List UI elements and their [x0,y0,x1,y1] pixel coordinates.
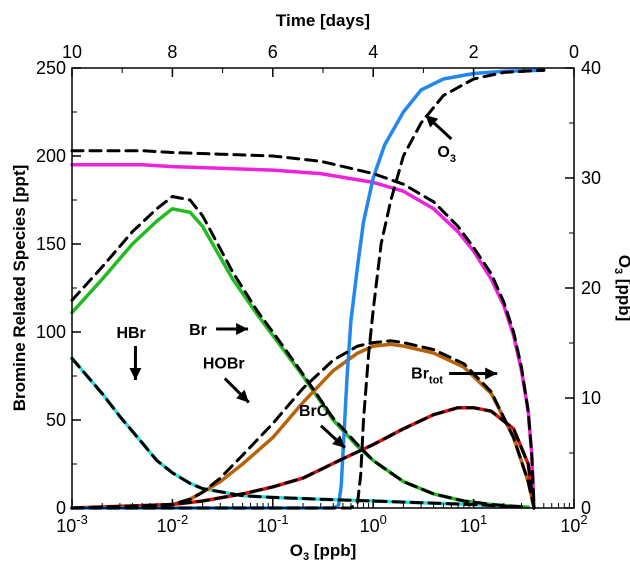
bottom-axis-tick-label-5: 102 [560,512,587,536]
top-axis-tick-label-4: 2 [469,42,479,62]
right-axis-title-sub: 3 [612,268,624,274]
arrow-hbr [129,346,142,380]
right-axis-title: O3 [ppb] [612,255,630,322]
arrow-br-tot [449,367,498,380]
left-axis-tick-label-3: 150 [36,234,66,254]
bottom-axis-tick-label-0: 10-3 [56,512,88,536]
annotation-bro: BrO [299,403,329,420]
series-bro [70,405,536,510]
series-hbr-model [70,356,523,509]
series-hbr [70,356,524,509]
bottom-axis-tick-label-4: 101 [460,512,487,536]
left-axis-tick-label-5: 250 [36,58,66,78]
top-axis-tick-label-1: 8 [167,42,177,62]
series-br [70,207,530,509]
bottom-axis-title: O3 [ppb] [290,541,357,563]
annotation-o3: O3 [437,144,456,165]
left-axis-title: Bromine Related Species [ppt] [10,165,29,412]
top-axis-tick-label-5: 0 [569,42,579,62]
right-axis-tick-label-1: 10 [581,388,601,408]
series-br-tot-model [70,149,536,510]
series-br-tot [70,163,536,510]
arrow-br [216,323,249,335]
right-axis-tick-label-0: 0 [581,498,591,518]
bottom-axis-tick-label-1: 10-2 [157,512,189,536]
ticks-layer [71,67,575,509]
annotation-hobr: HOBr [203,355,245,372]
arrow-o3 [424,113,453,141]
series-hobr-model [70,339,536,510]
right-axis-tick-label-3: 30 [581,168,601,188]
right-axis-tick-label-2: 20 [581,278,601,298]
annotation-layer: Br HBr HOBr BrO Brtot O3 [116,113,498,449]
right-axis-tick-label-4: 40 [581,58,601,78]
series-br-model [70,195,530,509]
top-axis-tick-label-2: 6 [268,42,278,62]
top-axis-title: Time [days] [276,11,370,30]
annotation-br: Br [189,322,207,339]
series-o3 [70,68,546,510]
left-axis-tick-label-2: 100 [36,322,66,342]
right-axis-title-tail: [ppb] [615,274,630,321]
arrow-bro [319,424,346,449]
series-layer [70,68,546,510]
left-axis-tick-label-0: 0 [56,498,66,518]
bottom-axis-title-main: O [290,541,303,560]
top-axis-tick-label-0: 10 [62,42,82,62]
annotation-hbr: HBr [116,325,145,342]
series-bro-model [70,406,536,510]
bottom-axis-tick-label-2: 10-1 [257,512,289,536]
series-o3-model [70,68,546,510]
right-axis-title-main: O [615,255,630,268]
left-axis-tick-label-4: 200 [36,146,66,166]
annotation-br-tot: Brtot [411,365,443,386]
left-axis-tick-label-1: 50 [46,410,66,430]
top-axis-tick-label-3: 4 [368,42,378,62]
bottom-axis-title-sub: 3 [303,551,309,563]
bottom-axis-tick-label-3: 100 [360,512,387,536]
bottom-axis-title-tail: [ppb] [309,541,356,560]
series-hobr [70,342,536,510]
arrow-hobr [223,377,250,404]
